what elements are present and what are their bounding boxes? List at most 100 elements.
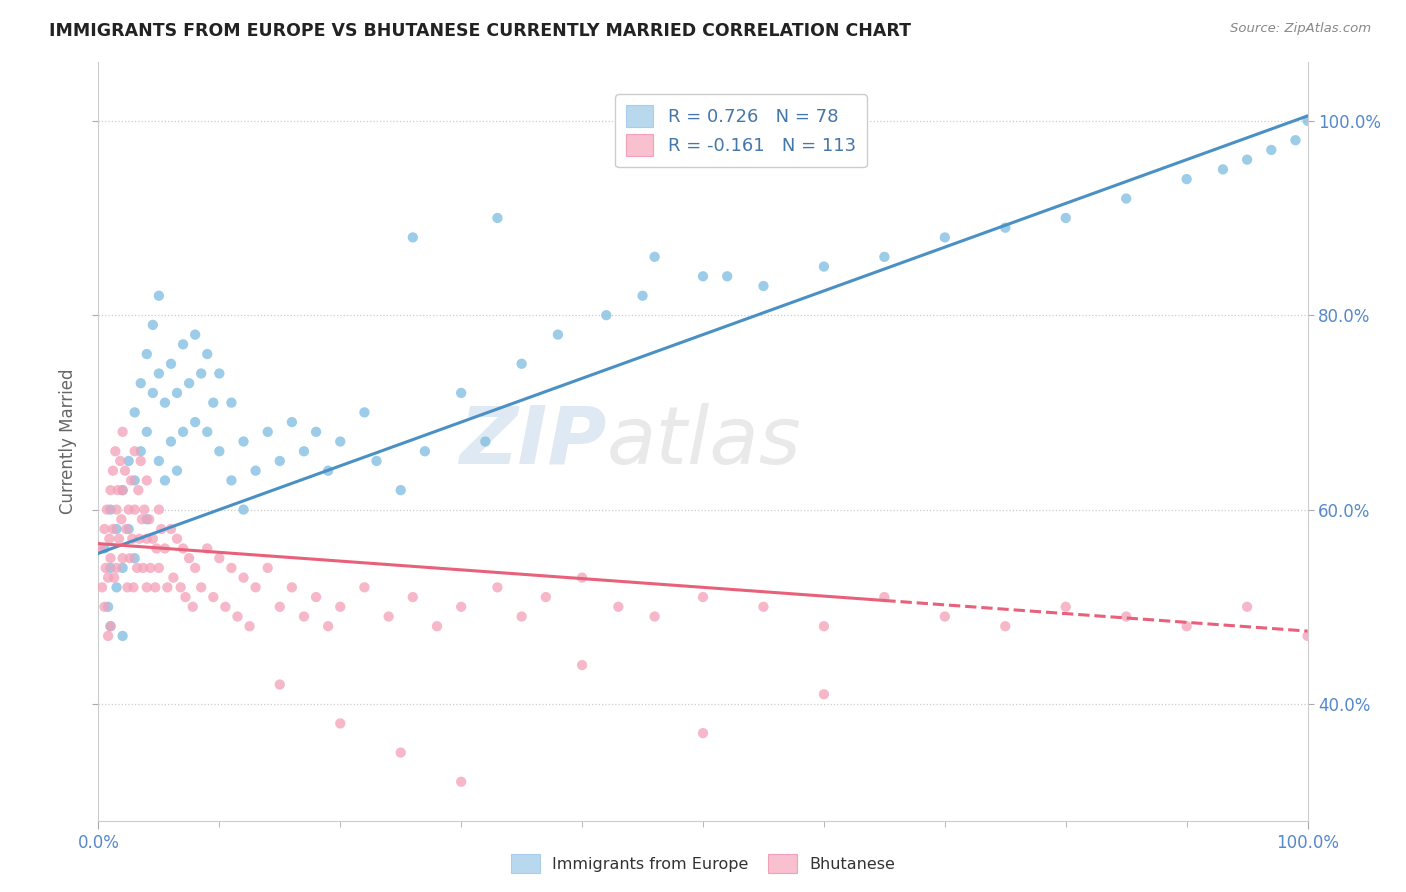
Point [122, 580, 145, 594]
Point [644, 609, 666, 624]
Point [166, 464, 188, 478]
Point [353, 580, 375, 594]
Point [195, 541, 218, 556]
Point [281, 415, 304, 429]
Point [166, 532, 188, 546]
Point [377, 609, 399, 624]
Point [105, 502, 128, 516]
Point [752, 599, 775, 614]
Point [135, 425, 157, 439]
Point [124, 405, 146, 419]
Point [607, 599, 630, 614]
Point [160, 434, 183, 449]
Text: Source: ZipAtlas.com: Source: ZipAtlas.com [1230, 22, 1371, 36]
Point [1212, 162, 1234, 177]
Point [107, 483, 129, 497]
Point [143, 580, 166, 594]
Point [111, 425, 134, 439]
Point [93, 541, 115, 556]
Point [934, 230, 956, 244]
Point [111, 483, 134, 497]
Point [316, 619, 339, 633]
Point [366, 454, 388, 468]
Point [118, 454, 141, 468]
Point [595, 308, 617, 322]
Point [105, 561, 128, 575]
Point [179, 551, 201, 566]
Point [1115, 192, 1137, 206]
Legend: R = 0.726   N = 78, R = -0.161   N = 113: R = 0.726 N = 78, R = -0.161 N = 113 [616, 95, 866, 167]
Point [305, 425, 328, 439]
Point [103, 571, 125, 585]
Point [101, 464, 124, 478]
Point [110, 512, 132, 526]
Point [232, 502, 254, 516]
Point [1175, 619, 1198, 633]
Point [150, 522, 173, 536]
Point [450, 599, 472, 614]
Point [153, 474, 176, 488]
Point [100, 502, 122, 516]
Point [486, 580, 509, 594]
Point [195, 425, 218, 439]
Point [142, 386, 165, 401]
Point [232, 434, 254, 449]
Point [329, 599, 352, 614]
Point [117, 580, 139, 594]
Point [169, 580, 191, 594]
Point [1054, 599, 1077, 614]
Point [208, 444, 231, 458]
Point [118, 522, 141, 536]
Point [353, 405, 375, 419]
Point [135, 474, 157, 488]
Point [389, 746, 412, 760]
Point [221, 561, 243, 575]
Point [97, 599, 120, 614]
Point [239, 619, 262, 633]
Point [100, 551, 122, 566]
Point [190, 367, 212, 381]
Point [256, 425, 278, 439]
Point [153, 541, 176, 556]
Point [994, 220, 1017, 235]
Point [114, 464, 136, 478]
Point [124, 474, 146, 488]
Point [138, 512, 160, 526]
Point [162, 571, 184, 585]
Point [118, 551, 141, 566]
Point [124, 502, 146, 516]
Point [139, 561, 162, 575]
Point [166, 386, 188, 401]
Point [120, 474, 142, 488]
Point [208, 551, 231, 566]
Point [184, 561, 207, 575]
Point [256, 561, 278, 575]
Point [281, 580, 304, 594]
Point [402, 230, 425, 244]
Point [131, 512, 153, 526]
Text: IMMIGRANTS FROM EUROPE VS BHUTANESE CURRENTLY MARRIED CORRELATION CHART: IMMIGRANTS FROM EUROPE VS BHUTANESE CURR… [49, 22, 911, 40]
Point [644, 250, 666, 264]
Point [118, 502, 141, 516]
Text: atlas: atlas [606, 402, 801, 481]
Point [105, 522, 128, 536]
Point [1296, 629, 1319, 643]
Point [402, 590, 425, 604]
Point [305, 590, 328, 604]
Point [269, 454, 291, 468]
Point [101, 522, 124, 536]
Point [692, 590, 714, 604]
Point [132, 561, 155, 575]
Point [93, 599, 115, 614]
Point [1054, 211, 1077, 225]
Point [148, 502, 170, 516]
Point [135, 347, 157, 361]
Point [148, 454, 170, 468]
Point [329, 716, 352, 731]
Point [98, 532, 121, 546]
Point [142, 318, 165, 332]
Point [181, 599, 204, 614]
Point [873, 590, 896, 604]
Point [148, 561, 170, 575]
Point [174, 590, 197, 604]
